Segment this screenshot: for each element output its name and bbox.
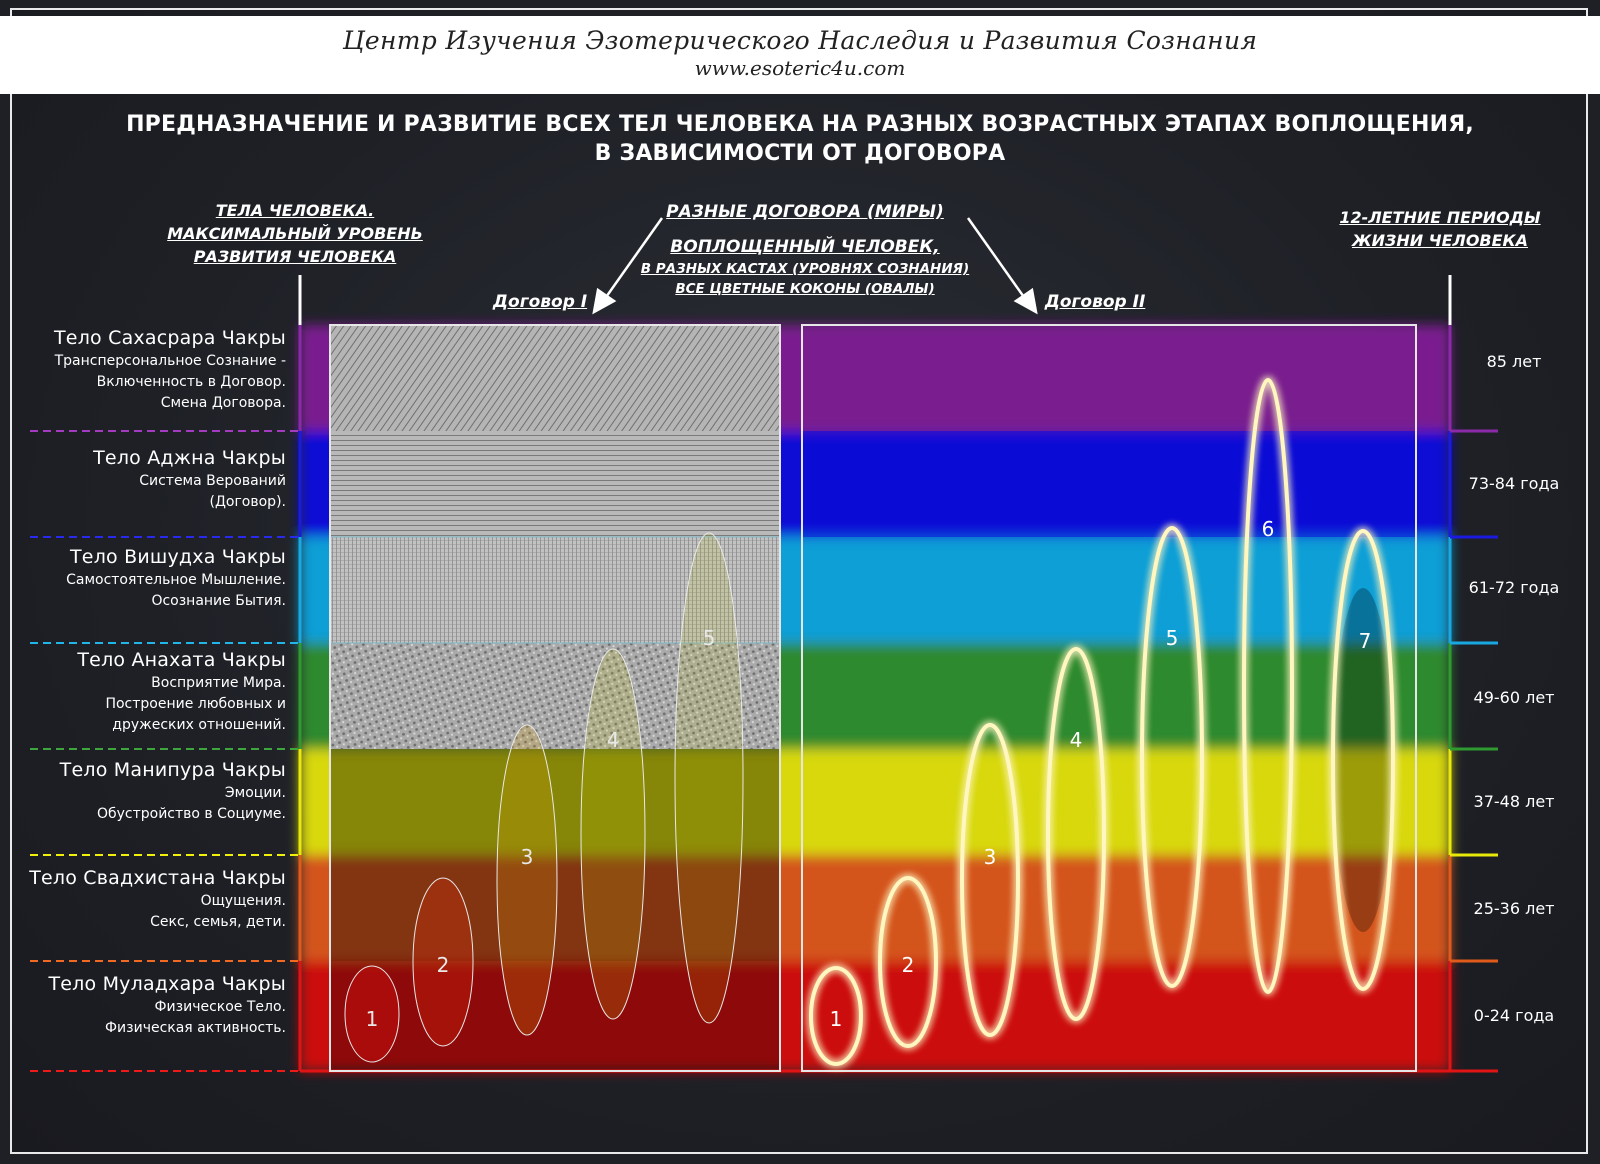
periods-header-line2: ЖИЗНИ ЧЕЛОВЕКА (1351, 231, 1529, 250)
age-label-muladhara: 0-24 года (1473, 1006, 1555, 1025)
band-label-manipura: Тело Манипура Чакры Эмоции. Обустройство… (20, 758, 286, 825)
band-line: Включенность в Договор. (96, 374, 286, 390)
bodies-header-line2: МАКСИМАЛЬНЫЙ УРОВЕНЬ (167, 224, 423, 243)
band-title: Тело Сахасрара Чакры (54, 327, 286, 349)
cocoons-subheader: ВСЕ ЦВЕТНЫЕ КОКОНЫ (ОВАЛЫ) (675, 281, 935, 297)
band-line: Осознание Бытия. (151, 593, 286, 609)
oval-number: 7 (1359, 629, 1372, 653)
band-label-vishuddha: Тело Вишудха Чакры Самостоятельное Мышле… (20, 545, 286, 612)
oval-c2-7 (1331, 529, 1395, 991)
main-title: ПРЕДНАЗНАЧЕНИЕ И РАЗВИТИЕ ВСЕХ ТЕЛ ЧЕЛОВ… (0, 110, 1600, 168)
website-url: www.esoteric4u.com (694, 56, 906, 80)
oval-number: 5 (1166, 626, 1179, 650)
oval-c2-6 (1242, 378, 1294, 994)
band-line: Физическая активность. (105, 1020, 286, 1036)
contract-2-label: Договор II (1044, 292, 1146, 312)
contract-2-box (801, 324, 1417, 1072)
main-title-line1: ПРЕДНАЗНАЧЕНИЕ И РАЗВИТИЕ ВСЕХ ТЕЛ ЧЕЛОВ… (126, 112, 1474, 137)
band-label-anahata: Тело Анахата Чакры Восприятие Мира. Пост… (20, 648, 286, 736)
main-title-line2: В ЗАВИСИМОСТИ ОТ ДОГОВОРА (594, 141, 1006, 166)
oval-number: 3 (521, 845, 534, 869)
age-label-vishuddha: 61-72 года (1468, 578, 1560, 597)
arrow-down-right-icon (1013, 287, 1038, 315)
oval-c1-4 (580, 648, 646, 1020)
band-title: Тело Аджна Чакры (93, 447, 286, 469)
oval-c2-2 (878, 876, 938, 1048)
band-title: Тело Вишудха Чакры (70, 546, 286, 568)
band-line: Физическое Тело. (154, 999, 287, 1015)
oval-c1-1 (344, 965, 400, 1063)
contract-1-label: Договор I (492, 292, 588, 312)
contract-2-ovals (1333, 588, 1393, 932)
band-line: Ощущения. (200, 893, 286, 909)
age-label-sahasrara: 85 лет (1486, 352, 1542, 371)
oval-number: 3 (984, 845, 997, 869)
band-line: (Договор). (209, 494, 286, 510)
arrows (592, 217, 1038, 315)
band-title: Тело Манипура Чакры (59, 759, 286, 781)
band-line: Эмоции. (224, 785, 286, 801)
contract-2-inner-band-shades (802, 325, 1416, 537)
oval-number: 4 (1070, 728, 1083, 752)
oval-c1-2 (412, 877, 474, 1047)
band-label-muladhara: Тело Муладхара Чакры Физическое Тело. Фи… (20, 972, 286, 1039)
oval-number: 1 (366, 1007, 379, 1031)
band-line: Обустройство в Социуме. (96, 806, 286, 822)
oval-c2-3 (960, 723, 1020, 1037)
arrow-down-left-icon (592, 287, 617, 315)
oval-number: 5 (703, 626, 716, 650)
periods-header: 12-ЛЕТНИЕ ПЕРИОДЫ ЖИЗНИ ЧЕЛОВЕКА (1320, 206, 1560, 252)
band-line: Система Верований (139, 473, 286, 489)
bodies-header: ТЕЛА ЧЕЛОВЕКА. МАКСИМАЛЬНЫЙ УРОВЕНЬ РАЗВ… (150, 199, 440, 268)
band-yellow (300, 749, 1450, 855)
oval-number: 4 (607, 728, 620, 752)
band-line: Восприятие Мира. (151, 675, 286, 691)
age-label-svadhisthana: 25-36 лет (1473, 899, 1555, 918)
castes-subheader: В РАЗНЫХ КАСТАХ (УРОВНЯХ СОЗНАНИЯ) (640, 261, 970, 277)
left-dashed-separators (30, 430, 300, 1072)
oval-c2-1 (809, 966, 863, 1066)
band-label-ajna: Тело Аджна Чакры Система Верований (Дого… (20, 446, 286, 513)
bodies-header-line3: РАЗВИТИЯ ЧЕЛОВЕКА (193, 247, 397, 266)
contract-1-muted-bands (330, 749, 780, 1071)
band-line: Построение любовных и (105, 696, 286, 712)
contract-1-grey-zones (330, 325, 780, 749)
oval-number: 2 (437, 953, 450, 977)
oval-number: 2 (902, 953, 915, 977)
oval-number: 1 (830, 1007, 843, 1031)
band-line: Трансперсональное Сознание - (54, 353, 286, 369)
incarnated-header: ВОПЛОЩЕННЫЙ ЧЕЛОВЕК, (670, 237, 940, 257)
oval-c2-4 (1046, 647, 1106, 1021)
oval-c2-5 (1140, 526, 1204, 988)
oval-number: 6 (1262, 517, 1275, 541)
band-red (300, 961, 1450, 1071)
organization-name: Центр Изучения Эзотерического Наследия и… (342, 26, 1258, 55)
band-title: Тело Анахата Чакры (77, 649, 286, 671)
band-title: Тело Муладхара Чакры (48, 973, 286, 995)
band-line: Смена Договора. (160, 395, 286, 411)
band-title: Тело Свадхистана Чакры (29, 867, 286, 889)
age-label-anahata: 49-60 лет (1473, 688, 1555, 707)
oval-c1-3 (496, 724, 558, 1036)
band-label-sahasrara: Тело Сахасрара Чакры Трансперсональное С… (20, 326, 286, 414)
periods-header-line1: 12-ЛЕТНИЕ ПЕРИОДЫ (1339, 208, 1541, 227)
band-line: Самостоятельное Мышление. (66, 572, 286, 588)
band-orange (300, 855, 1450, 961)
age-label-manipura: 37-48 лет (1473, 792, 1555, 811)
contract-1-oval-numbers: 1 2 3 4 5 (366, 626, 716, 1031)
contract-1-ovals (344, 532, 744, 1063)
oval-c1-5 (674, 532, 744, 1024)
band-label-svadhisthana: Тело Свадхистана Чакры Ощущения. Секс, с… (20, 866, 286, 933)
contract-2-glow-ovals (809, 378, 1395, 1066)
header-banner: Центр Изучения Эзотерического Наследия и… (0, 16, 1600, 94)
contract-1-box (329, 324, 781, 1072)
band-line: дружеских отношений. (112, 717, 286, 733)
contracts-header: РАЗНЫЕ ДОГОВОРА (МИРЫ) (666, 202, 944, 222)
band-line: Секс, семья, дети. (150, 914, 286, 930)
bodies-header-line1: ТЕЛА ЧЕЛОВЕКА. (215, 201, 375, 220)
age-label-ajna: 73-84 года (1468, 474, 1560, 493)
contract-2-oval-numbers: 1 2 3 4 5 6 7 (830, 517, 1372, 1031)
